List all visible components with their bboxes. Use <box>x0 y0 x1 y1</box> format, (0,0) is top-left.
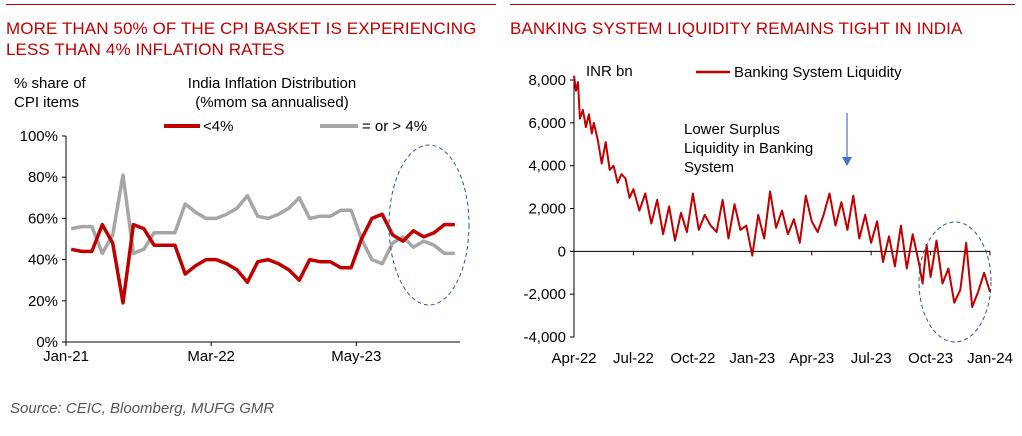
left-header-rule <box>6 4 496 5</box>
left-chart-heading: MORE THAN 50% OF THE CPI BASKET IS EXPER… <box>6 19 477 59</box>
source-note: Source: CEIC, Bloomberg, MUFG GMR <box>10 400 275 417</box>
legend-label-above-4: = or > 4% <box>362 118 427 135</box>
right-x-tick-label: Apr-23 <box>789 350 834 367</box>
right-unit-label: INR bn <box>586 63 633 80</box>
left-chart-title: India Inflation Distribution <box>188 75 356 92</box>
highlight-ellipse-left <box>388 144 470 306</box>
left-y-tick-label: 60% <box>28 210 58 227</box>
annotation-text: System <box>684 159 734 176</box>
right-x-tick-label: Jul-22 <box>613 350 654 367</box>
annotation-text: Liquidity in Banking <box>684 140 813 157</box>
right-x-tick-label: Oct-23 <box>908 350 953 367</box>
legend-label-liquidity: Banking System Liquidity <box>734 64 902 81</box>
right-y-tick-label: -2,000 <box>523 286 566 303</box>
right-y-tick-label: 8,000 <box>528 72 566 89</box>
right-y-tick-label: -4,000 <box>523 329 566 346</box>
right-y-tick-label: 4,000 <box>528 158 566 175</box>
left-chart-title: (%mom sa annualised) <box>195 94 348 111</box>
annotation-text: Lower Surplus <box>684 121 780 138</box>
left-y-tick-label: 0% <box>36 334 58 351</box>
right-x-tick-label: Jan-24 <box>967 350 1013 367</box>
left-y-tick-label: 40% <box>28 252 58 269</box>
legend-label-below-4: <4% <box>203 118 233 135</box>
highlight-ellipse-right <box>918 221 992 343</box>
right-header-rule <box>510 4 1015 5</box>
left-x-tick-label: Jan-21 <box>43 348 89 365</box>
right-chart-heading: BANKING SYSTEM LIQUIDITY REMAINS TIGHT I… <box>510 19 963 38</box>
right-y-tick-label: 0 <box>558 243 566 260</box>
series-line-liquidity <box>573 75 991 308</box>
annotation-arrow-head <box>842 157 852 166</box>
left-x-tick-label: Mar-22 <box>187 348 235 365</box>
series-line-below-4 <box>70 212 455 305</box>
left-y-tick-label: 100% <box>20 128 58 145</box>
left-y-axis-label: CPI items <box>14 94 79 111</box>
right-x-tick-label: Apr-22 <box>551 350 596 367</box>
right-x-tick-label: Oct-22 <box>670 350 715 367</box>
right-y-tick-label: 2,000 <box>528 201 566 218</box>
left-y-tick-label: 80% <box>28 169 58 186</box>
right-x-tick-label: Jan-23 <box>729 350 775 367</box>
right-y-tick-label: 6,000 <box>528 115 566 132</box>
left-x-tick-label: May-23 <box>331 348 381 365</box>
left-y-axis-label: % share of <box>14 75 87 92</box>
left-y-tick-label: 20% <box>28 293 58 310</box>
right-x-tick-label: Jul-23 <box>851 350 892 367</box>
